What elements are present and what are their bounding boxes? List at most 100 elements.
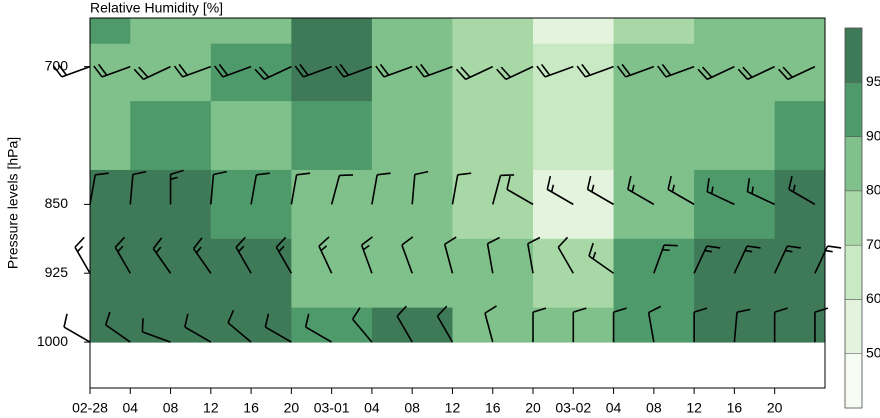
rh-cell [533, 18, 615, 45]
rh-cell [90, 18, 131, 45]
rh-cell [130, 43, 212, 102]
wind-barb [612, 307, 627, 343]
wind-barb [572, 307, 587, 343]
x-tick-label: 08 [163, 400, 179, 416]
wind-barb [737, 65, 775, 81]
colorbar-box [844, 190, 863, 246]
rh-cell [371, 18, 453, 45]
heatmap [90, 18, 826, 343]
rh-cell [452, 101, 534, 171]
wind-barb [275, 236, 293, 274]
wind-barb [93, 63, 131, 78]
x-tick-label: 12 [686, 400, 702, 416]
wind-barb [733, 308, 751, 343]
wind-barb [169, 169, 184, 205]
wind-barb [152, 237, 172, 274]
rh-cell [210, 307, 292, 343]
wind-barb [351, 307, 373, 343]
wind-barb [486, 236, 501, 274]
wind-barb [210, 170, 227, 205]
y-tick-label: 850 [45, 195, 69, 211]
wind-barb [506, 175, 534, 206]
rh-cell [694, 18, 776, 45]
x-tick-label: 16 [727, 400, 743, 416]
wind-barb [89, 172, 109, 205]
wind-barb [814, 307, 829, 343]
rh-cell [613, 307, 695, 343]
wind-barb [375, 63, 413, 78]
wind-barb [536, 63, 574, 78]
x-tick-label: 04 [364, 400, 380, 416]
rh-cell [613, 43, 695, 102]
x-tick-label: 20 [284, 400, 300, 416]
wind-barb [647, 305, 662, 343]
colorbar-label: 80 [866, 182, 880, 198]
wind-barb [114, 236, 131, 274]
wind-barb [254, 65, 292, 81]
rh-cell [694, 101, 776, 171]
colorbar-box [844, 244, 863, 300]
rh-cell [452, 169, 534, 240]
wind-barb [733, 245, 761, 274]
wind-barb [667, 175, 695, 206]
wind-barb [264, 313, 292, 343]
rh-cell [210, 18, 292, 45]
wind-barb [330, 174, 354, 205]
rh-cell [452, 238, 534, 309]
rh-cell [774, 101, 826, 171]
colorbar-box [844, 299, 863, 354]
rh-cell [90, 169, 131, 240]
wind-barb [657, 63, 695, 78]
wind-barb [173, 63, 212, 78]
wind-barb [371, 172, 391, 205]
rh-cell [371, 169, 453, 240]
x-tick-label: 04 [606, 400, 622, 416]
wind-barb [746, 178, 775, 206]
wind-barb [627, 175, 655, 206]
wind-barb [484, 305, 497, 343]
wind-barb [557, 236, 574, 274]
wind-barb [104, 311, 131, 343]
wind-barb [304, 313, 333, 343]
y-tick-label: 925 [45, 264, 69, 280]
rh-cell [452, 307, 534, 343]
colorbar-box [844, 27, 863, 83]
rh-cell [371, 238, 453, 309]
rh-cell [613, 238, 695, 309]
wind-barb [586, 175, 614, 206]
x-tick-label: 03-02 [555, 400, 591, 416]
wind-barb [491, 174, 515, 205]
rh-cell [774, 307, 826, 343]
wind-barb [360, 236, 373, 274]
wind-barb [250, 172, 270, 205]
wind-barb [63, 313, 91, 343]
colorbar-label: 95 [866, 73, 880, 89]
rh-cell [291, 238, 373, 309]
wind-barb [411, 170, 429, 205]
wind-barb [52, 63, 91, 78]
rh-cell [90, 101, 131, 171]
rh-cell [130, 18, 212, 45]
wind-barb [415, 63, 453, 78]
wind-barb [788, 175, 816, 206]
wind-barb [532, 307, 547, 343]
colorbar-frame [844, 27, 863, 409]
rh-cell [613, 169, 695, 240]
x-tick-label: 04 [122, 400, 138, 416]
x-tick-label: 12 [445, 400, 461, 416]
wind-barb [546, 175, 574, 206]
colorbar-label: 90 [866, 127, 880, 143]
x-tick-label: 20 [767, 400, 783, 416]
colorbar-label: 70 [866, 236, 880, 252]
rh-cell [371, 43, 453, 102]
wind-barb [318, 236, 333, 274]
rh-cell [533, 101, 615, 171]
x-tick-label: 08 [646, 400, 662, 416]
x-tick-label: 12 [203, 400, 219, 416]
rh-cell [613, 18, 695, 45]
rh-cell [533, 169, 615, 240]
colorbar-box [844, 136, 863, 192]
wind-barb [527, 236, 541, 274]
rh-cell [90, 43, 131, 102]
